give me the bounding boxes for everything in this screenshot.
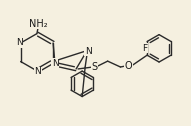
Text: N: N (16, 38, 23, 48)
Text: F: F (142, 44, 148, 53)
Text: NH₂: NH₂ (28, 19, 47, 29)
Text: N: N (52, 59, 58, 68)
Text: S: S (92, 62, 98, 72)
Text: N: N (35, 67, 41, 76)
Text: N: N (85, 47, 91, 56)
Text: O: O (125, 61, 132, 71)
